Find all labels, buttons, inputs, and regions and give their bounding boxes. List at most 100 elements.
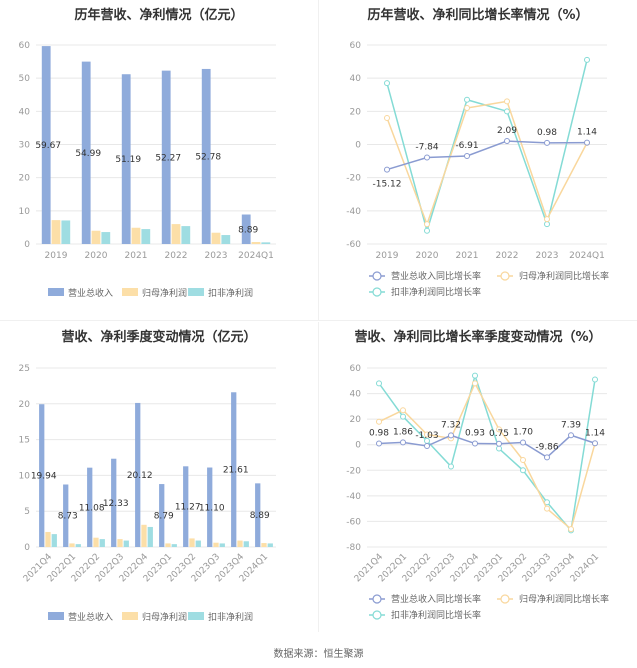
bar-deducted-profit — [147, 526, 153, 547]
y-tick-label: 20 — [350, 107, 362, 117]
legend-swatch — [188, 612, 204, 620]
bar-deducted-profit — [61, 220, 71, 244]
point-deducted-profit-growth — [496, 445, 502, 452]
bar-revenue — [231, 392, 237, 547]
y-tick-label: 0 — [24, 240, 30, 250]
legend-label: 营业总收入同比增长率 — [391, 593, 481, 605]
legend-label: 营业总收入 — [68, 287, 113, 299]
y-tick-label: 0 — [355, 441, 361, 451]
data-label: 11.10 — [199, 503, 225, 513]
bar-deducted-profit — [171, 544, 177, 547]
bar-net-profit — [51, 220, 61, 244]
y-tick-label: 25 — [19, 364, 30, 374]
point-deducted-profit-growth — [384, 80, 390, 87]
bar-revenue — [255, 483, 261, 547]
data-label: 0.93 — [465, 429, 485, 439]
quarterly-growth-panel: 营收、净利同比增长率季度变动情况（%） -80 -60 -40 -20 0 20 40 60 2… — [319, 322, 637, 632]
point-net-profit-growth — [544, 216, 550, 223]
y-tick-label: -40 — [346, 207, 361, 217]
legend-swatch — [122, 288, 138, 296]
annual-revenue-profit-panel: 历年营收、净利情况（亿元） 0 10 20 30 40 50 60 2019 2020 2021 2… — [0, 0, 318, 320]
legend-swatch — [188, 288, 204, 296]
bar-net-profit — [189, 538, 195, 547]
point-revenue-growth — [400, 439, 406, 446]
bar-deducted-profit — [123, 540, 129, 547]
data-label: 1.14 — [585, 428, 605, 438]
annual-bar-chart: 0 10 20 30 40 50 60 2019 2020 2021 2022 2023 2024Q1 5… — [19, 41, 276, 299]
y-tick-label: 15 — [19, 436, 30, 446]
point-revenue-growth — [496, 440, 502, 447]
chart-title: 营收、净利同比增长率季度变动情况（%） — [354, 330, 602, 345]
point-deducted-profit-growth — [544, 221, 550, 228]
x-tick-label: 2020 — [416, 251, 439, 261]
y-tick-label: 60 — [350, 364, 362, 374]
legend-swatch — [122, 612, 138, 620]
point-net-profit-growth — [376, 418, 382, 425]
point-revenue-growth — [584, 139, 590, 146]
x-tick-label: 2022 — [496, 251, 519, 261]
bar-net-profit — [171, 224, 181, 244]
data-label: 0.98 — [369, 428, 389, 438]
annual-line-chart: -60 -40 -20 0 20 40 60 2019 2020 2021 2022 2023 2024… — [346, 41, 609, 298]
bar-revenue — [207, 467, 213, 547]
series-line-net-profit-growth — [386, 100, 588, 227]
x-tick-label: 2023 — [205, 251, 228, 261]
point-net-profit-growth — [520, 457, 526, 464]
point-net-profit-growth — [424, 431, 430, 438]
y-tick-label: 5 — [24, 507, 30, 517]
bar-revenue — [39, 404, 45, 547]
bar-deducted-profit — [221, 235, 231, 244]
data-label: 52.78 — [195, 152, 221, 162]
bar-deducted-profit — [219, 543, 225, 547]
point-net-profit-growth — [496, 426, 502, 433]
point-net-profit-growth — [384, 114, 390, 121]
bar-net-profit — [93, 537, 99, 547]
point-deducted-profit-growth — [584, 56, 590, 63]
legend-marker — [500, 271, 510, 281]
bar-revenue — [111, 458, 117, 547]
legend-label: 归母净利润 — [142, 611, 187, 623]
bar-revenue — [63, 484, 69, 547]
legend-swatch — [48, 612, 64, 620]
point-net-profit-growth — [568, 526, 574, 533]
legend-label: 归母净利润同比增长率 — [519, 270, 609, 282]
x-tick-label: 2024Q1 — [238, 251, 274, 261]
point-revenue-growth — [448, 432, 454, 439]
legend-marker — [372, 271, 382, 281]
bar-revenue — [81, 61, 91, 244]
y-tick-label: 20 — [350, 415, 362, 425]
bar-revenue — [135, 402, 141, 547]
data-label: 0.98 — [537, 128, 557, 138]
bar-deducted-profit — [181, 226, 191, 244]
point-deducted-profit-growth — [592, 376, 598, 383]
chart-title: 历年营收、净利情况（亿元） — [74, 8, 244, 23]
data-label: 19.94 — [31, 472, 57, 482]
legend-label: 扣非净利润同比增长率 — [391, 286, 481, 298]
point-deducted-profit-growth — [464, 96, 470, 103]
bar-revenue — [241, 214, 251, 244]
bar-revenue — [87, 467, 93, 547]
point-revenue-growth — [504, 138, 510, 145]
series-line-revenue-growth — [378, 434, 596, 459]
point-deducted-profit-growth — [376, 380, 382, 387]
y-tick-label: -60 — [346, 517, 361, 527]
x-tick-label: 2021 — [456, 251, 479, 261]
y-tick-label: 30 — [19, 141, 31, 151]
y-tick-label: -60 — [346, 240, 361, 250]
quarterly-line-chart: -80-60-40-2002040602021Q42022Q12022Q2202… — [346, 364, 609, 621]
point-revenue-growth — [472, 440, 478, 447]
bar-net-profit — [251, 242, 261, 244]
legend-label: 归母净利润同比增长率 — [519, 593, 609, 605]
x-tick-label: 2020 — [85, 251, 108, 261]
point-net-profit-growth — [400, 407, 406, 414]
bar-net-profit — [45, 531, 51, 547]
data-label: 11.08 — [79, 503, 105, 513]
bar-deducted-profit — [267, 543, 273, 547]
data-label: -9.86 — [535, 442, 559, 452]
data-label: 8.89 — [238, 225, 258, 235]
bar-net-profit — [117, 539, 123, 547]
y-tick-label: 10 — [19, 207, 31, 217]
data-label: -1.03 — [415, 431, 438, 441]
bar-net-profit — [141, 524, 147, 547]
legend-swatch — [48, 288, 64, 296]
